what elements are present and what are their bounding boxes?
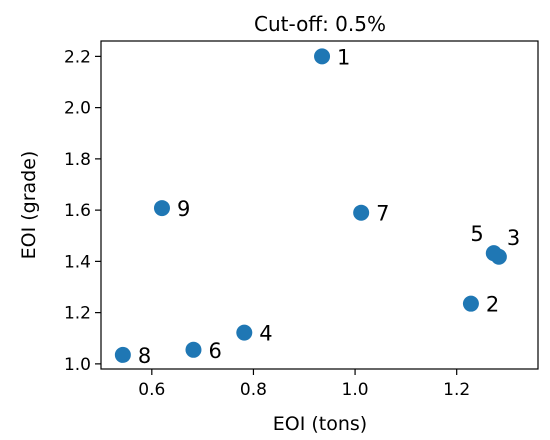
data-point-5	[485, 245, 502, 262]
data-point-7	[353, 204, 370, 221]
y-tick-label: 1.6	[64, 201, 91, 221]
axis-ticks: 0.6 0.8 1.0 1.2 1.0 1.2 1.4 1.6 1.8 2.0 2.2	[64, 47, 470, 400]
data-point-label-9: 9	[177, 197, 190, 221]
x-tick-label: 0.8	[240, 380, 267, 400]
x-tick-label: 1.0	[342, 380, 369, 400]
data-point-label-8: 8	[138, 344, 151, 368]
data-point-6	[185, 341, 202, 358]
data-point-labels: 1 2 3 4 5 6 7 8 9	[138, 45, 520, 368]
y-tick-label: 1.2	[64, 304, 91, 324]
data-point-1	[314, 48, 331, 65]
data-point-label-3: 3	[507, 226, 520, 250]
y-tick-label: 2.2	[64, 47, 91, 67]
data-point-label-5: 5	[470, 222, 483, 246]
x-tick-label: 1.2	[443, 380, 470, 400]
x-axis-label: EOI (tons)	[273, 413, 367, 435]
data-point-label-6: 6	[208, 339, 221, 363]
y-tick-label: 1.4	[64, 252, 91, 272]
plot-area-frame	[100, 40, 539, 370]
data-point-label-1: 1	[337, 45, 350, 69]
chart-title: Cut-off: 0.5%	[254, 12, 386, 36]
data-point-label-2: 2	[486, 293, 499, 317]
y-tick-label: 1.0	[64, 355, 91, 375]
y-tick-label: 1.8	[64, 150, 91, 170]
y-tick-label: 2.0	[64, 99, 91, 119]
data-point-label-7: 7	[376, 202, 389, 226]
data-point-label-4: 4	[259, 322, 272, 346]
data-point-9	[153, 200, 170, 217]
data-point-4	[236, 324, 253, 341]
data-point-2	[462, 295, 479, 312]
x-tick-label: 0.6	[138, 380, 165, 400]
data-point-8	[114, 346, 131, 363]
data-points	[114, 48, 507, 363]
y-axis-label: EOI (grade)	[18, 151, 40, 260]
